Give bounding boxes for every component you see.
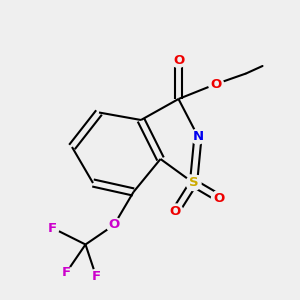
Circle shape bbox=[171, 52, 186, 68]
Text: O: O bbox=[170, 205, 181, 218]
Text: F: F bbox=[61, 266, 70, 280]
Text: O: O bbox=[213, 191, 225, 205]
Circle shape bbox=[212, 190, 226, 206]
Circle shape bbox=[168, 204, 183, 219]
Text: O: O bbox=[210, 77, 222, 91]
Text: N: N bbox=[192, 130, 204, 143]
Circle shape bbox=[59, 266, 73, 280]
Circle shape bbox=[89, 269, 103, 283]
Text: S: S bbox=[189, 176, 198, 190]
Text: F: F bbox=[92, 269, 100, 283]
Circle shape bbox=[106, 218, 122, 232]
Circle shape bbox=[208, 76, 224, 92]
Text: O: O bbox=[173, 53, 184, 67]
Circle shape bbox=[46, 221, 59, 235]
Circle shape bbox=[190, 129, 206, 144]
Text: F: F bbox=[48, 221, 57, 235]
Circle shape bbox=[186, 176, 201, 190]
Text: O: O bbox=[108, 218, 120, 232]
